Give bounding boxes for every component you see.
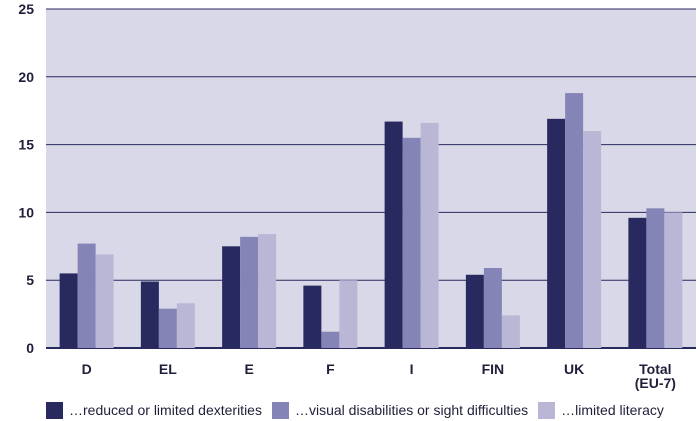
bar-uk-series-3: [583, 131, 602, 348]
legend-item: …visual disabilities or sight difficulti…: [271, 401, 529, 419]
bar-f-series-1: [303, 285, 322, 348]
bar-i-series-3: [420, 122, 439, 349]
bar-e-series-1: [222, 246, 241, 348]
y-tick-label: 5: [26, 272, 34, 288]
bar-d-series-2: [77, 243, 96, 348]
bar-fin-series-1: [465, 274, 484, 348]
bar-i-series-1: [384, 121, 403, 348]
bar-e-series-3: [258, 234, 277, 348]
legend-item: …limited literacy: [538, 401, 664, 419]
y-tick-label: 25: [18, 1, 34, 17]
x-category-label: F: [326, 361, 335, 377]
bar-el-series-3: [176, 303, 195, 348]
x-category-label: EL: [159, 361, 177, 377]
legend: …reduced or limited dexterities …visual d…: [46, 400, 674, 420]
legend-label: …reduced or limited dexterities: [69, 402, 262, 418]
bar-uk-series-2: [565, 93, 584, 349]
legend-swatch: [46, 401, 63, 419]
x-category-label: FIN: [482, 361, 505, 377]
x-category-label: UK: [564, 361, 584, 377]
y-tick-label: 0: [26, 340, 34, 356]
bar-f-series-2: [321, 331, 340, 348]
x-axis-labels: D EL E F I FIN UK Total (EU-7): [82, 361, 676, 391]
bars: [59, 93, 683, 349]
bar-i-series-2: [402, 137, 421, 348]
y-tick-label: 15: [18, 137, 34, 153]
legend-swatch: [271, 401, 289, 419]
y-tick-label: 10: [18, 204, 34, 220]
chart: 0 5 10 15 20 25 D EL E F I FIN UK Total (EU-7): [18, 1, 696, 391]
y-tick-label: 20: [18, 69, 34, 85]
bar-e-series-2: [240, 236, 259, 348]
bar-fin-series-2: [483, 267, 502, 348]
bar-el-series-2: [158, 308, 177, 348]
bar-fin-series-3: [501, 315, 520, 348]
bar-total-eu-7--series-3: [664, 212, 683, 348]
x-category-label: I: [410, 361, 414, 377]
legend-label: …limited literacy: [561, 402, 664, 418]
y-axis-ticks: 0 5 10 15 20 25: [18, 1, 34, 356]
x-category-label: E: [244, 361, 253, 377]
bar-d-series-3: [95, 254, 114, 348]
legend-item: …reduced or limited dexterities: [46, 401, 262, 419]
bar-f-series-3: [339, 280, 358, 348]
x-category-label: D: [82, 361, 92, 377]
bar-total-eu-7--series-1: [628, 217, 647, 348]
bar-total-eu-7--series-2: [646, 208, 665, 348]
legend-label: …visual disabilities or sight difficulti…: [294, 402, 529, 418]
x-category-label: Total (EU-7): [635, 361, 676, 391]
legend-swatch: [538, 401, 556, 419]
bar-uk-series-1: [547, 118, 566, 348]
bar-el-series-1: [140, 281, 159, 348]
bar-d-series-1: [59, 273, 78, 348]
